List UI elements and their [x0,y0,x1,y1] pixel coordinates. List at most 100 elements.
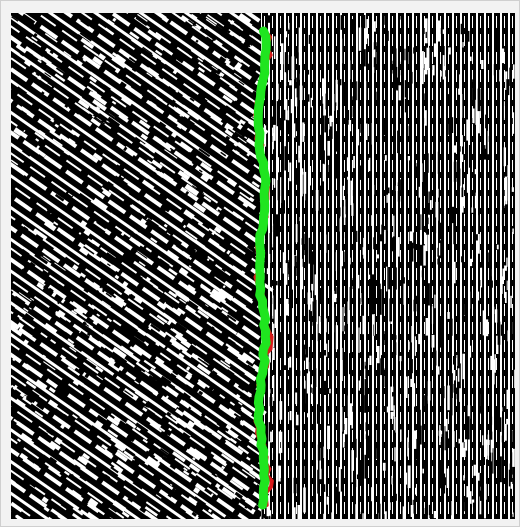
noise-speck [409,339,411,364]
noise-speck [393,409,395,431]
noise-speck [510,295,512,308]
noise-speck [11,478,16,484]
noise-speck [79,415,93,426]
noise-speck [348,60,351,80]
noise-speck [411,326,413,343]
noise-speck [463,499,465,512]
noise-speck [322,150,325,165]
noise-speck [383,331,385,345]
noise-speck [226,314,237,323]
noise-speck [117,473,127,482]
noise-speck [415,295,418,300]
noise-speck [183,209,195,220]
noise-speck [471,499,475,505]
noise-speck [329,115,332,127]
noise-speck [212,455,228,467]
noise-speck [184,336,197,346]
noise-speck [476,215,479,241]
noise-speck [98,70,103,75]
noise-speck [313,299,317,322]
noise-speck [439,321,443,348]
noise-speck [225,439,235,447]
noise-speck [453,220,455,245]
noise-speck [383,368,385,388]
noise-speck [211,288,227,302]
noise-speck [60,424,65,430]
noise-speck [335,252,337,272]
noise-speck [342,433,345,448]
noise-speck [221,115,234,126]
noise-speck [407,437,409,457]
noise-speck [407,465,411,489]
noise-speck [295,121,299,132]
noise-speck [310,384,313,404]
noise-speck [419,409,421,428]
noise-speck [283,109,286,121]
noise-speck [339,218,342,232]
noise-speck [132,287,145,298]
noise-speck [334,419,336,430]
noise-speck [358,464,362,486]
noise-speck [507,165,510,178]
noise-speck [237,136,247,144]
noise-speck [11,105,19,113]
noise-speck [366,19,368,39]
noise-speck [83,246,95,255]
noise-speck [34,147,47,158]
noise-speck [73,308,88,320]
noise-speck [453,370,456,381]
noise-speck [162,485,177,497]
noise-speck [153,168,167,180]
noise-speck [243,173,254,184]
noise-speck [481,368,483,382]
noise-speck [424,57,428,75]
noise-speck [428,504,431,518]
noise-speck [460,135,463,147]
noise-speck [410,378,413,387]
noise-speck [56,281,61,284]
noise-speck [274,488,277,513]
noise-speck [42,286,53,296]
noise-speck [132,479,145,490]
noise-speck [273,323,275,348]
noise-speck [276,83,279,100]
noise-speck [414,336,416,356]
noise-speck [484,145,486,154]
noise-speck [469,291,471,309]
noise-speck [114,451,128,463]
noise-speck [216,193,221,197]
noise-speck [157,283,167,292]
noise-speck [237,383,250,394]
noise-speck [326,343,328,357]
noise-speck [23,76,27,81]
noise-speck [233,55,244,64]
noise-speck [482,457,485,465]
noise-speck [179,427,191,437]
noise-speck [115,166,125,175]
noise-speck [88,251,102,262]
noise-speck [122,281,129,288]
noise-speck [106,263,111,267]
noise-speck [82,452,90,460]
noise-speck [361,177,364,200]
noise-speck [310,262,313,284]
noise-speck [298,145,300,163]
noise-speck [340,347,343,362]
noise-speck [234,491,243,500]
noise-speck [234,150,240,156]
noise-speck [11,515,18,519]
noise-speck [19,81,23,85]
noise-speck [477,472,480,481]
noise-speck [211,513,222,519]
noise-speck [15,398,26,408]
noise-speck [164,149,178,159]
noise-speck [386,187,390,194]
noise-speck [431,334,435,348]
noise-speck [418,186,421,198]
noise-speck [364,395,367,413]
noise-speck [457,146,461,152]
noise-speck [138,509,148,517]
noise-speck [273,375,275,401]
noise-speck [202,304,210,312]
noise-speck [46,335,52,342]
